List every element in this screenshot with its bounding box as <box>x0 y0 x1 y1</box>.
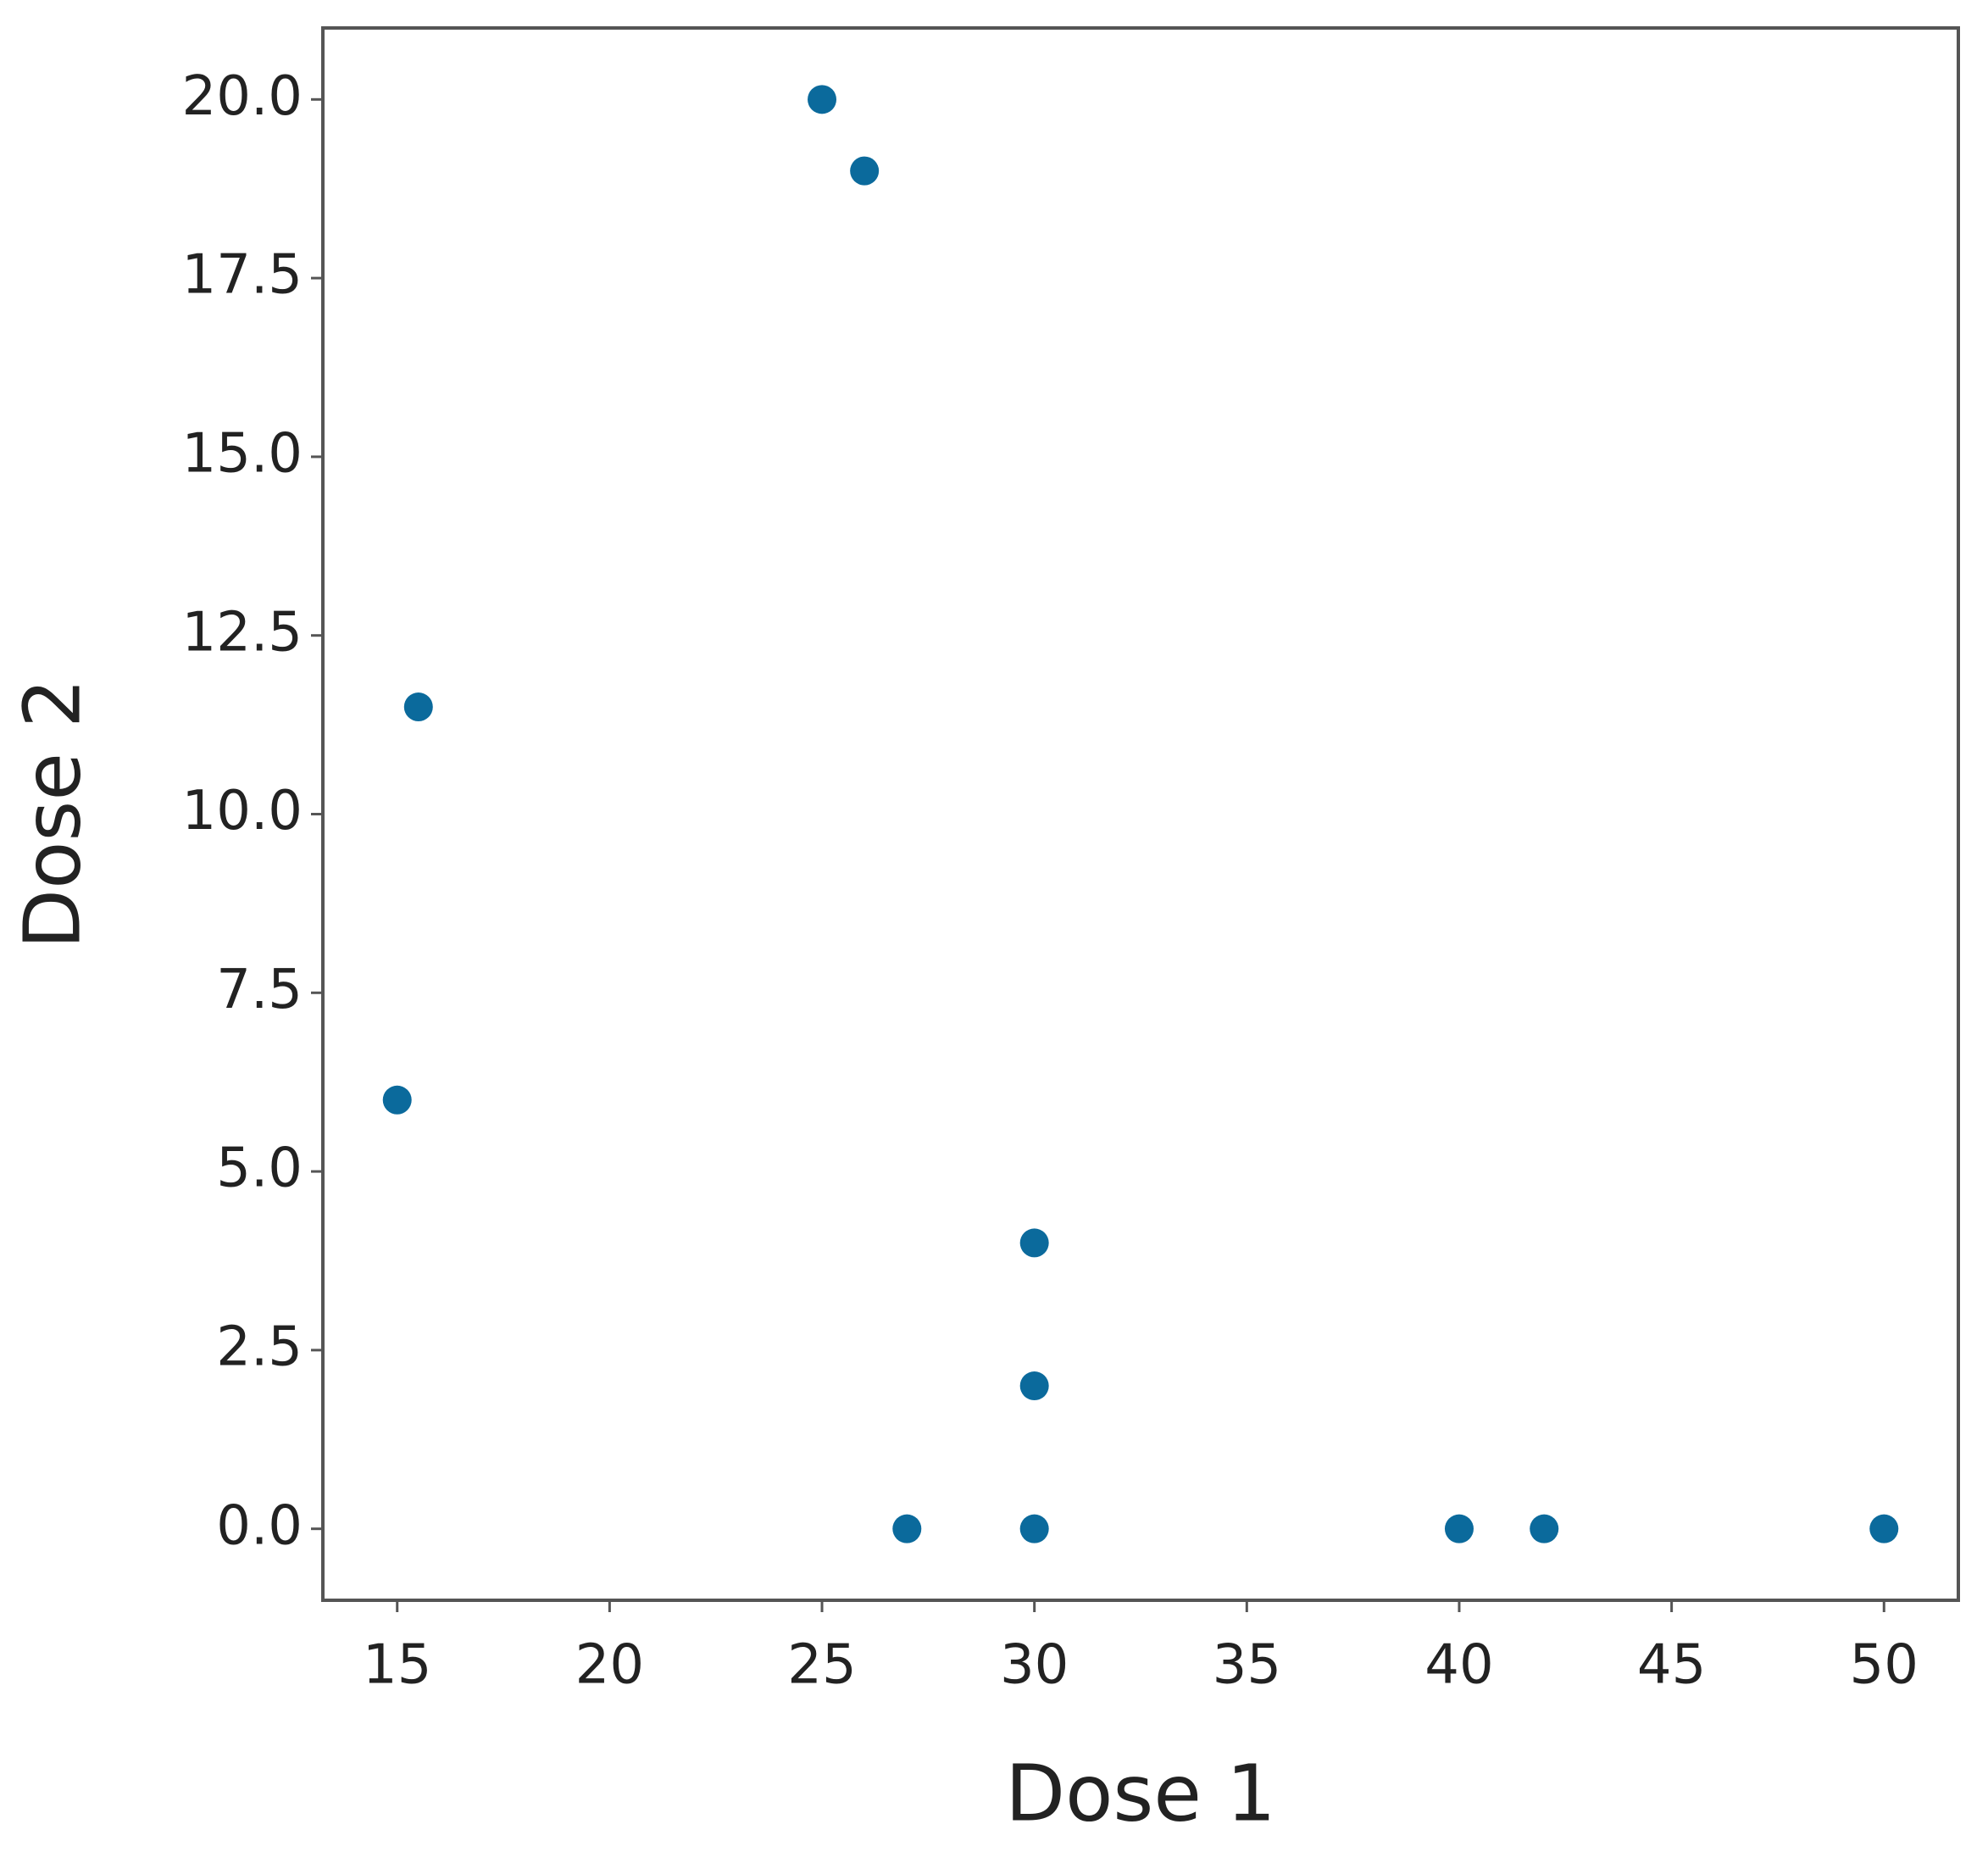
y-axis-label: Dose 2 <box>7 678 97 948</box>
point <box>382 1085 412 1115</box>
y-tick-label: 5.0 <box>216 1137 303 1200</box>
point <box>1019 1514 1049 1543</box>
x-tick-label: 50 <box>1850 1634 1919 1697</box>
y-tick-label: 0.0 <box>216 1494 303 1557</box>
y-tick-label: 20.0 <box>182 65 303 128</box>
point <box>808 85 837 114</box>
point <box>1019 1371 1049 1401</box>
point <box>892 1514 922 1543</box>
y-tick-label: 12.5 <box>182 601 303 664</box>
x-axis-label: Dose 1 <box>1005 1748 1275 1838</box>
x-tick-label: 30 <box>1000 1634 1069 1697</box>
x-tick-label: 40 <box>1424 1634 1493 1697</box>
x-tick-label: 25 <box>787 1634 856 1697</box>
y-tick-label: 7.5 <box>216 959 303 1021</box>
y-tick-label: 10.0 <box>182 780 303 843</box>
y-tick-label: 2.5 <box>216 1315 303 1378</box>
plot-frame <box>321 26 1960 1602</box>
x-tick-label: 35 <box>1213 1634 1281 1697</box>
point <box>403 692 433 722</box>
y-tick-label: 15.0 <box>182 422 303 485</box>
x-tick-label: 45 <box>1637 1634 1706 1697</box>
y-tick-label: 17.5 <box>182 244 303 307</box>
point <box>1869 1514 1899 1543</box>
x-tick-label: 20 <box>575 1634 644 1697</box>
point <box>1019 1228 1049 1258</box>
point <box>850 156 880 186</box>
point <box>1530 1514 1559 1543</box>
x-tick-label: 15 <box>363 1634 431 1697</box>
point <box>1444 1514 1474 1543</box>
